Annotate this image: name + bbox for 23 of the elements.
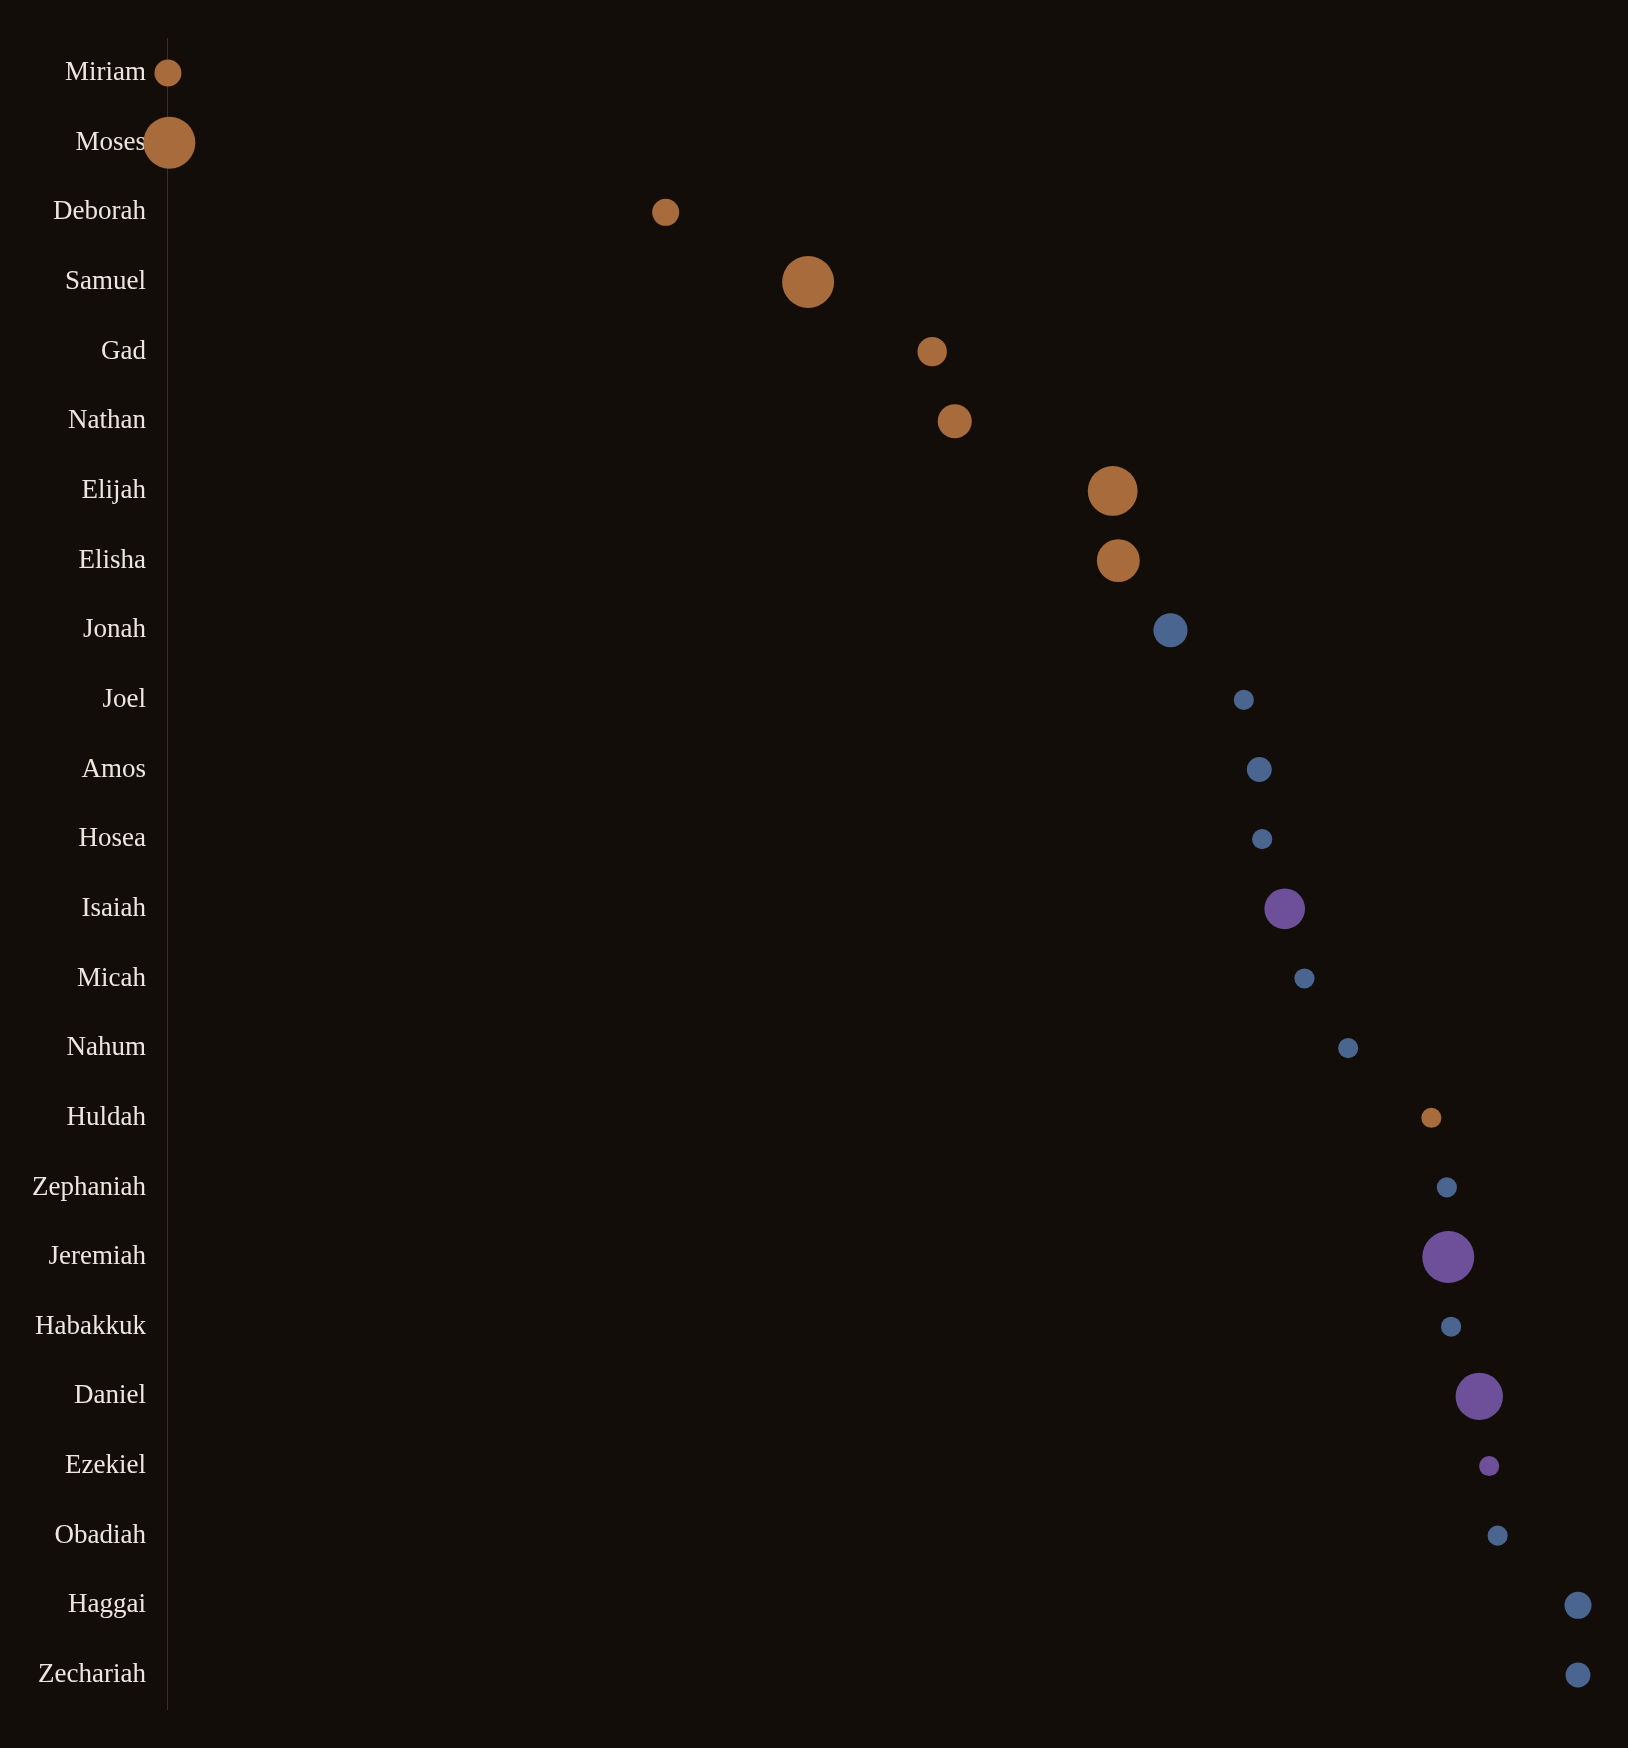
y-tick-label: Zephaniah bbox=[31, 1170, 147, 1201]
y-tick-label: Nathan bbox=[67, 404, 147, 435]
y-tick-label: Micah bbox=[76, 961, 147, 992]
y-tick-label: Jeremiah bbox=[48, 1240, 147, 1271]
y-tick-label: Ezekiel bbox=[64, 1449, 146, 1480]
y-tick-label: Isaiah bbox=[81, 891, 147, 922]
y-tick-label: Gad bbox=[100, 334, 147, 365]
y-tick-label: Jonah bbox=[82, 613, 147, 644]
y-tick-label: Amos bbox=[81, 752, 146, 783]
y-tick-label: Miriam bbox=[64, 56, 146, 87]
y-tick-label: Nahum bbox=[66, 1031, 146, 1062]
y-tick-label: Habakkuk bbox=[34, 1309, 147, 1340]
y-tick-label: Daniel bbox=[73, 1379, 146, 1410]
y-tick-label: Zechariah bbox=[38, 1658, 147, 1689]
y-tick-label: Obadiah bbox=[54, 1518, 147, 1549]
y-tick-label: Elijah bbox=[81, 474, 147, 505]
y-tick-label: Haggai bbox=[67, 1588, 146, 1619]
y-tick-label: Joel bbox=[102, 682, 146, 713]
y-tick-label: Huldah bbox=[66, 1100, 147, 1131]
y-tick-label: Hosea bbox=[78, 822, 146, 853]
y-tick-label: Deborah bbox=[52, 195, 147, 226]
y-tick-label: Elisha bbox=[78, 543, 146, 574]
y-tick-label: Samuel bbox=[64, 265, 146, 296]
